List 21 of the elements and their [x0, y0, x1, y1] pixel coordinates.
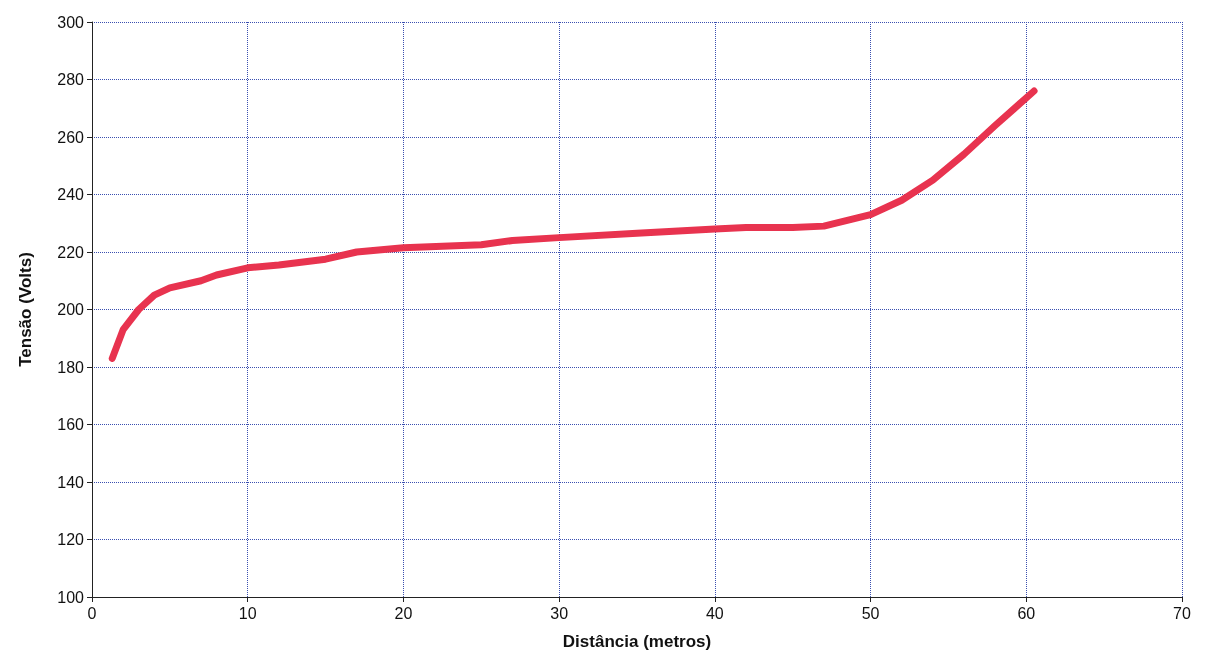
y-tick-label: 180: [57, 358, 85, 376]
y-axis-title: Tensão (Volts): [16, 252, 35, 367]
x-tick-label: 0: [87, 604, 97, 622]
x-tick-label: 70: [1173, 604, 1191, 622]
x-axis-title: Distância (metros): [562, 632, 712, 651]
y-tick-label: 260: [57, 128, 85, 146]
x-tick-label: 20: [394, 604, 413, 622]
y-tick-label: 300: [57, 13, 85, 31]
x-tick-label: 10: [238, 604, 257, 622]
y-tick-label: 160: [57, 416, 85, 433]
y-tick-label: 100: [57, 588, 85, 606]
y-tick-label: 120: [57, 531, 85, 548]
x-tick-label: 40: [705, 604, 724, 622]
y-tick-label: 280: [57, 71, 85, 88]
y-tick-label: 200: [57, 301, 85, 318]
x-tick-label: 30: [550, 604, 569, 622]
x-tick-label: 60: [1017, 604, 1036, 622]
y-tick-label: 220: [57, 243, 85, 261]
x-tick-label: 50: [861, 604, 880, 622]
y-tick-label: 240: [57, 186, 85, 203]
y-tick-label: 140: [57, 473, 85, 491]
